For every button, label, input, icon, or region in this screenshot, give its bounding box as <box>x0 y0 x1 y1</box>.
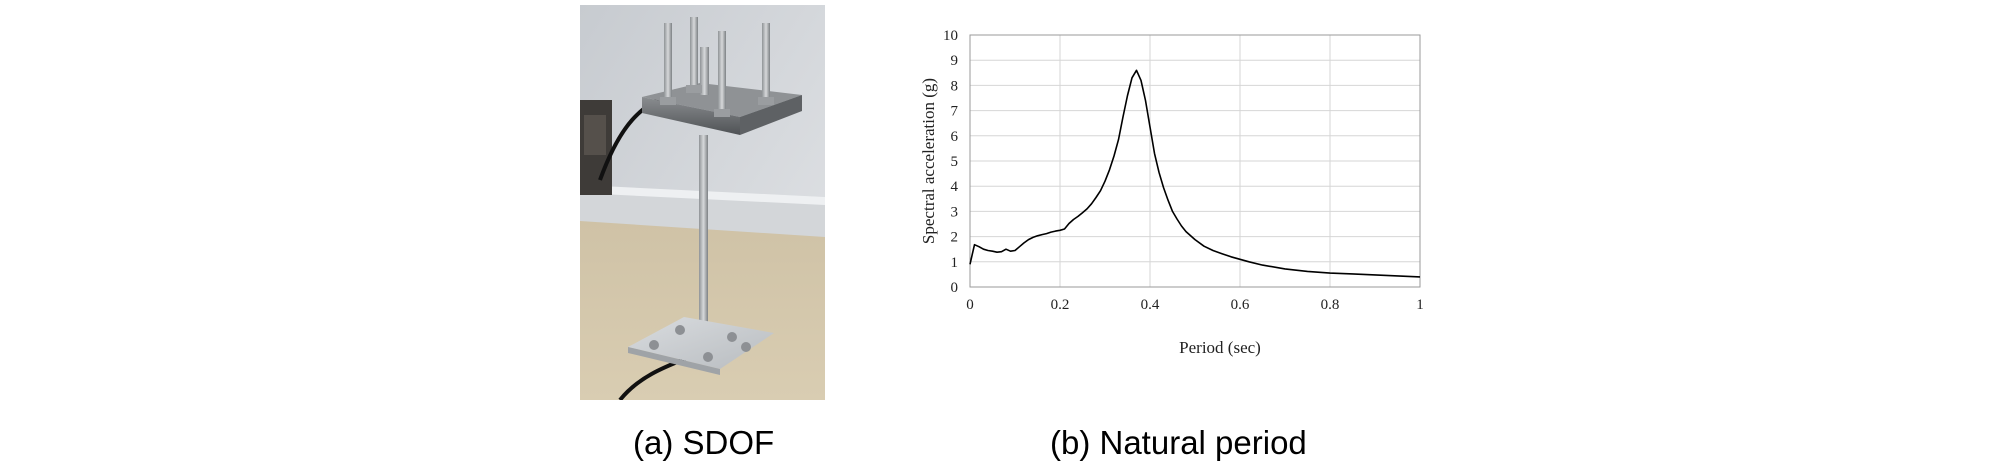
y-tick-label: 4 <box>951 179 959 195</box>
y-tick-label: 9 <box>951 53 959 69</box>
axis-layer: 0 1 2 3 4 5 6 7 8 9 10 0 0.2 0.4 0.6 0.8 1 <box>943 28 1424 313</box>
y-tick-label: 6 <box>951 129 959 145</box>
label-layer: Period (sec) Spectral acceleration (g) <box>919 78 1261 357</box>
y-tick-label: 8 <box>951 78 959 94</box>
x-tick-label: 0.2 <box>1051 297 1070 313</box>
y-tick-label: 0 <box>951 280 959 296</box>
caption-b: (b) Natural period <box>1050 424 1307 461</box>
caption-a: (a) SDOF <box>633 424 775 461</box>
y-tick-label: 2 <box>951 230 959 246</box>
x-tick-label: 0.8 <box>1321 297 1340 313</box>
series-line <box>969 69 1421 278</box>
chart-svg: 0 1 2 3 4 5 6 7 8 9 10 0 0.2 0.4 0.6 0.8 1 Period (sec) … <box>919 28 1424 357</box>
x-tick-label: 0.6 <box>1231 297 1250 313</box>
sdof-photo-image <box>580 5 825 402</box>
x-tick-label: 0.4 <box>1141 297 1160 313</box>
y-tick-label: 1 <box>951 255 959 271</box>
y-tick-label: 7 <box>951 104 959 120</box>
y-tick-label: 3 <box>951 204 959 220</box>
grid-layer <box>970 35 1420 287</box>
y-tick-label: 5 <box>951 154 959 170</box>
x-tick-label: 1 <box>1416 297 1424 313</box>
x-tick-label: 0 <box>966 297 974 313</box>
x-axis-label: Period (sec) <box>1179 338 1261 357</box>
series-layer <box>969 69 1421 278</box>
y-axis-label: Spectral acceleration (g) <box>919 78 938 244</box>
sdof-photo <box>580 5 825 402</box>
y-tick-label: 10 <box>943 30 958 44</box>
natural-period-chart: 0 1 2 3 4 5 6 7 8 9 10 0 0.2 0.4 0.6 0.8 1 Period (sec) … <box>910 28 1450 370</box>
plot-area-border <box>969 34 1421 288</box>
